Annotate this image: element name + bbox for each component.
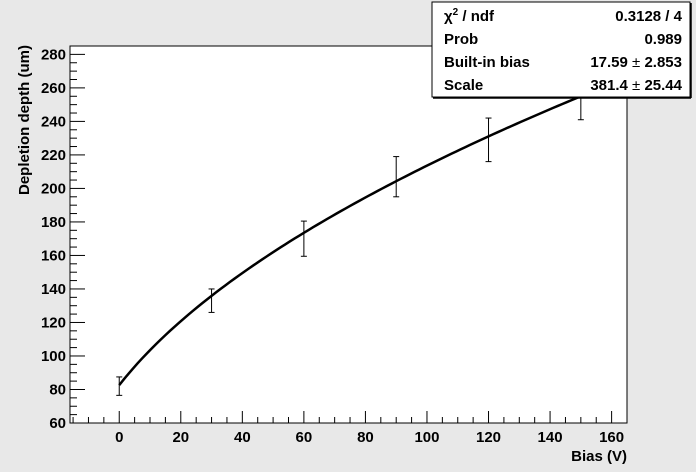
y-tick-label: 120 (41, 314, 66, 331)
x-axis-title: Bias (V) (571, 448, 627, 465)
data-point (208, 288, 215, 313)
x-tick-label: 40 (234, 429, 251, 446)
stats-prob-value: 0.989 (644, 31, 682, 48)
x-tick-label: 120 (476, 429, 501, 446)
x-tick-label: 60 (296, 429, 313, 446)
y-tick-label: 280 (41, 46, 66, 63)
y-axis-title: Depletion depth (um) (16, 45, 33, 195)
y-tick-label: 240 (41, 113, 66, 130)
data-point (300, 220, 307, 257)
y-tick-label: 200 (41, 180, 66, 197)
x-tick-label: 100 (414, 429, 439, 446)
data-point (485, 117, 492, 163)
y-tick-label: 180 (41, 214, 66, 231)
plot-frame (69, 45, 628, 424)
fit-curve (118, 95, 582, 386)
fit-curve-layer (118, 95, 582, 386)
stats-builtin-bias-value: 17.59 ± 2.853 (590, 54, 682, 71)
y-tick-label: 260 (41, 80, 66, 97)
data-point (393, 156, 400, 198)
stats-chi2-label: χ2 / ndf (444, 7, 495, 25)
y-tick-label: 140 (41, 281, 66, 298)
stats-builtin-bias-label: Built-in bias (444, 54, 530, 71)
stats-chi2-value: 0.3128 / 4 (615, 8, 682, 25)
x-tick-label: 0 (115, 429, 123, 446)
x-tick-label: 20 (172, 429, 189, 446)
fit-stats-box: χ2 / ndf 0.3128 / 4 Prob 0.989 Built-in … (431, 1, 692, 99)
data-points-layer (116, 72, 584, 396)
stats-scale-value: 381.4 ± 25.44 (590, 77, 682, 94)
y-tick-label: 60 (49, 415, 66, 432)
stats-box-frame (431, 1, 691, 98)
x-tick-label: 160 (599, 429, 624, 446)
y-tick-label: 220 (41, 147, 66, 164)
stats-prob-label: Prob (444, 31, 478, 48)
axis-ticks: 0 20 40 60 80 100 120 140 160 60 80 100 120 140 160 180… (41, 45, 624, 446)
stats-scale-label: Scale (444, 77, 483, 94)
x-tick-label: 140 (538, 429, 563, 446)
x-tick-label: 80 (357, 429, 374, 446)
y-tick-label: 100 (41, 348, 66, 365)
y-tick-label: 160 (41, 247, 66, 264)
y-tick-label: 80 (49, 381, 66, 398)
data-point (116, 376, 123, 396)
